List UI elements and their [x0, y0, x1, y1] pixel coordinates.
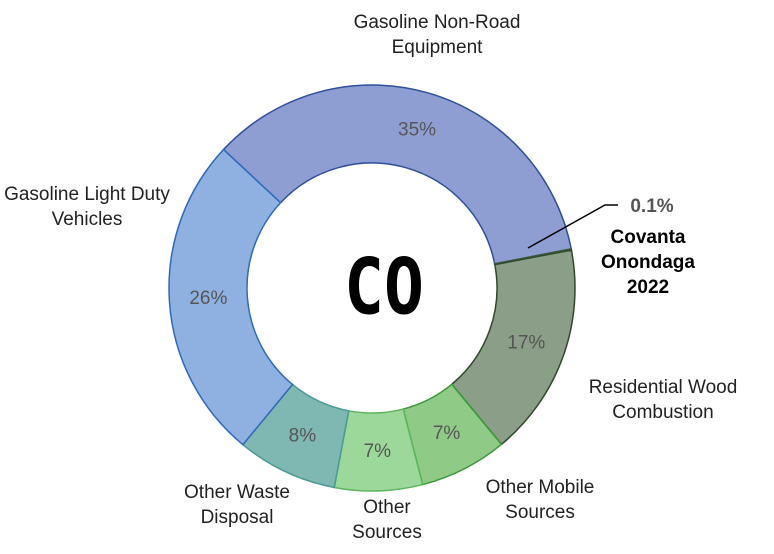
value-label: 8%	[289, 426, 317, 447]
category-label: Other Sources	[352, 497, 422, 543]
value-label: 17%	[507, 333, 545, 354]
category-label: Other Mobile Sources	[485, 477, 595, 523]
leader-line	[527, 204, 618, 249]
value-label: 26%	[189, 288, 227, 309]
donut-segment	[222, 84, 573, 265]
value-label: 0.1%	[630, 196, 673, 217]
center-text: CO	[344, 242, 424, 333]
value-label: 7%	[364, 441, 392, 462]
category-label: Other Waste Disposal	[184, 482, 290, 528]
donut-segment	[168, 148, 294, 446]
value-label: 7%	[433, 423, 461, 444]
category-label: Residential Wood Combustion	[588, 377, 738, 423]
category-label: Gasoline Non-Road Equipment	[353, 12, 521, 58]
category-label: Gasoline Light Duty Vehicles	[4, 184, 170, 230]
value-label: 35%	[398, 119, 436, 140]
category-label: Covanta Onondaga 2022	[601, 227, 695, 298]
